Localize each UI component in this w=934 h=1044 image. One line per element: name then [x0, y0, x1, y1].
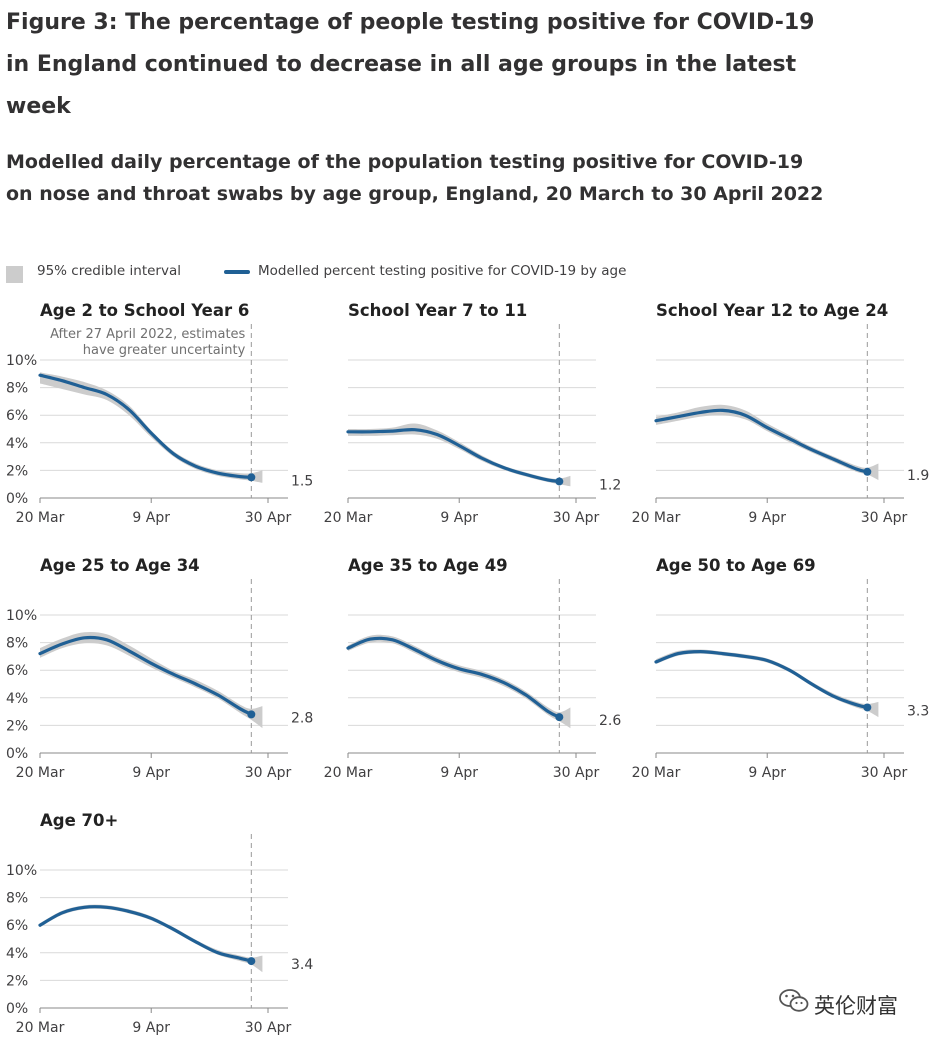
modelled-line: [346, 427, 561, 483]
end-value-label: 2.8: [291, 710, 313, 726]
y-tick-label: 10%: [6, 863, 37, 879]
end-value-label: 1.5: [291, 473, 313, 489]
end-value-label: 3.3: [907, 703, 929, 719]
y-tick-label: 6%: [6, 663, 28, 679]
modelled-line: [654, 650, 869, 710]
chart-panel: School Year 12 to Age 24 20 Mar 9 Apr 30 Ap…: [632, 301, 930, 526]
end-point: [863, 467, 872, 476]
x-tick-label: 30 Apr: [861, 510, 908, 526]
modelled-line: [38, 635, 253, 716]
x-tick-label: 9 Apr: [440, 765, 478, 781]
chart-panel: Age 50 to Age 69 20 Mar 9 Apr 30 Apr 3.3: [632, 556, 930, 781]
credible-interval-band: [40, 904, 263, 973]
chart-panel: School Year 7 to 11 20 Mar 9 Apr 30 Apr 1.2: [324, 301, 622, 526]
y-tick-label: 8%: [6, 891, 28, 907]
chart-panel: Age 35 to Age 49 20 Mar 9 Apr 30 Apr 2.6: [324, 556, 622, 781]
x-tick-label: 20 Mar: [16, 765, 65, 781]
y-tick-label: 4%: [6, 436, 28, 452]
end-value-label: 3.4: [291, 957, 313, 973]
y-tick-label: 8%: [6, 636, 28, 652]
end-point: [247, 710, 256, 719]
figure-title: Figure 3: The percentage of people testi…: [6, 10, 815, 119]
watermark-text: 英伦财富: [814, 994, 898, 1018]
credible-interval-legend-label: 95% credible interval: [37, 263, 181, 279]
credible-interval-band: [40, 372, 263, 483]
x-tick-label: 9 Apr: [440, 510, 478, 526]
legend: 95% credible interval Modelled percent t…: [6, 260, 906, 284]
modelled-line-swatch: [224, 270, 250, 274]
chart-panel: Age 2 to School Year 6 0% 2% 4% 6% 8% 10% 20 Ma…: [6, 301, 313, 526]
y-tick-label: 2%: [6, 718, 28, 734]
end-value-label: 1.9: [907, 468, 929, 484]
x-tick-label: 30 Apr: [553, 510, 600, 526]
x-tick-label: 30 Apr: [245, 510, 292, 526]
x-tick-label: 20 Mar: [632, 765, 681, 781]
end-point: [555, 477, 564, 486]
credible-interval-band: [348, 634, 571, 729]
modelled-line: [346, 636, 561, 719]
watermark: 英伦财富: [778, 984, 928, 1024]
end-value-label: 1.2: [599, 477, 621, 493]
x-tick-label: 30 Apr: [245, 765, 292, 781]
modelled-line: [38, 373, 253, 479]
x-tick-label: 20 Mar: [632, 510, 681, 526]
annotation-text: After 27 April 2022, estimates: [50, 327, 245, 342]
credible-interval-swatch: [6, 266, 23, 283]
panel-title: Age 25 to Age 34: [40, 556, 200, 575]
y-tick-label: 0%: [6, 491, 28, 507]
end-point: [247, 473, 256, 482]
modelled-line-legend-label: Modelled percent testing positive for CO…: [258, 263, 627, 279]
credible-interval-band: [40, 632, 263, 729]
panel-title: Age 35 to Age 49: [348, 556, 508, 575]
y-tick-label: 8%: [6, 381, 28, 397]
end-point: [863, 703, 872, 712]
end-value-label: 2.6: [599, 713, 621, 729]
panel-title: Age 70+: [40, 811, 118, 830]
modelled-line: [38, 905, 253, 963]
x-tick-label: 30 Apr: [861, 765, 908, 781]
y-tick-label: 10%: [6, 353, 37, 369]
x-tick-label: 20 Mar: [16, 510, 65, 526]
wechat-icon: [779, 989, 809, 1012]
y-tick-label: 4%: [6, 691, 28, 707]
x-tick-label: 20 Mar: [324, 765, 373, 781]
x-tick-label: 9 Apr: [748, 765, 786, 781]
x-tick-label: 30 Apr: [245, 1020, 292, 1036]
y-tick-label: 6%: [6, 408, 28, 424]
y-tick-label: 4%: [6, 946, 28, 962]
panel-title: School Year 7 to 11: [348, 301, 527, 320]
end-point: [247, 957, 256, 966]
chart-panel: Age 70+ 0% 2% 4% 6% 8% 10% 20 Mar 9 Apr 30 Apr 3.4: [6, 811, 313, 1036]
x-tick-label: 9 Apr: [132, 510, 170, 526]
panel-title: Age 2 to School Year 6: [40, 301, 249, 320]
y-tick-label: 2%: [6, 973, 28, 989]
y-tick-label: 10%: [6, 608, 37, 624]
panel-title: School Year 12 to Age 24: [656, 301, 888, 320]
y-tick-label: 2%: [6, 463, 28, 479]
annotation-text: have greater uncertainty: [83, 343, 246, 358]
x-tick-label: 20 Mar: [324, 510, 373, 526]
x-tick-label: 30 Apr: [553, 765, 600, 781]
x-tick-label: 20 Mar: [16, 1020, 65, 1036]
end-point: [555, 713, 564, 722]
chart-panel: Age 25 to Age 34 0% 2% 4% 6% 8% 10% 20 Mar 9 Apr…: [6, 556, 313, 781]
x-tick-label: 9 Apr: [748, 510, 786, 526]
x-tick-label: 9 Apr: [132, 765, 170, 781]
y-tick-label: 0%: [6, 746, 28, 762]
y-tick-label: 0%: [6, 1001, 28, 1017]
panel-title: Age 50 to Age 69: [656, 556, 816, 575]
modelled-line: [654, 408, 869, 474]
figure-subtitle: Modelled daily percentage of the populat…: [6, 151, 824, 205]
y-tick-label: 6%: [6, 918, 28, 934]
x-tick-label: 9 Apr: [132, 1020, 170, 1036]
